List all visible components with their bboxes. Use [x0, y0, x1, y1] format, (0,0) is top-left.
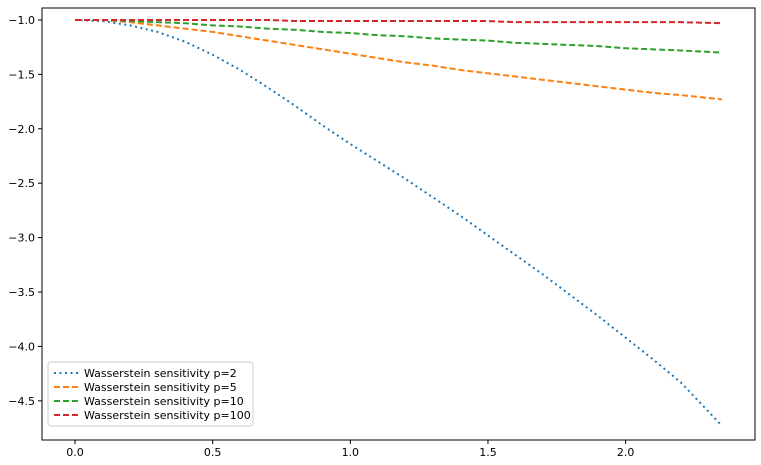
- y-tick-label: −2.5: [8, 177, 35, 190]
- legend-box: [47, 361, 254, 427]
- legend-label-4: Wasserstein sensitivity p=100: [84, 409, 251, 422]
- legend-label-3: Wasserstein sensitivity p=10: [84, 395, 244, 408]
- y-tick-label: −4.5: [8, 395, 35, 408]
- x-tick-label: 0.5: [204, 446, 222, 459]
- y-tick-label: −2.0: [8, 123, 35, 136]
- legend-label-1: Wasserstein sensitivity p=2: [84, 367, 237, 380]
- x-tick-label: 1.0: [342, 446, 360, 459]
- series-layer: [74, 18, 723, 427]
- y-tick-label: −1.5: [8, 68, 35, 81]
- y-tick-label: −3.0: [8, 232, 35, 245]
- y-tick-label: −4.0: [8, 340, 35, 353]
- series-line-3: [75, 18, 723, 54]
- y-axis: −1.0 −1.5 −2.0 −2.5 −3.0 −3.5 −4.0 −4.5: [8, 14, 42, 408]
- plot-area: 0.0 0.5 1.0 1.5 2.0 −1.0 −1.5 −2.0 −2.5 −3.0 −3.5…: [8, 7, 756, 459]
- series-line-4: [75, 18, 722, 25]
- x-tick-label: 1.5: [479, 446, 497, 459]
- legend-label-2: Wasserstein sensitivity p=5: [84, 381, 237, 394]
- x-tick-label: 2.0: [617, 446, 635, 459]
- x-axis: 0.0 0.5 1.0 1.5 2.0: [66, 440, 634, 459]
- series-line-2: [75, 18, 723, 101]
- y-tick-label: −3.5: [8, 286, 35, 299]
- x-tick-label: 0.0: [66, 446, 84, 459]
- y-tick-label: −1.0: [8, 14, 35, 27]
